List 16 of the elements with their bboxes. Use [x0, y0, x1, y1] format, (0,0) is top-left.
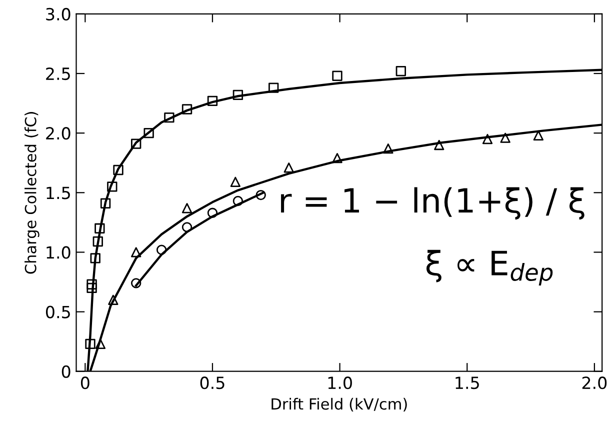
y-tick-label: 1.5: [46, 186, 70, 200]
x-tick-label: 1.5: [456, 376, 479, 390]
y-tick-label: 0: [62, 365, 70, 378]
x-tick-label: 0.5: [200, 376, 224, 390]
x-tick-label: 1.0: [328, 376, 352, 390]
y-tick-label: 0.5: [46, 306, 70, 318]
y-axis-title: Charge Collected (fC): [24, 112, 40, 274]
annotation: r = 1 − ln(1+ξ) / ξ: [281, 187, 584, 220]
annotation: ξ ∝ E$_{dep}$: [426, 250, 553, 286]
x-tick-label: 2.0: [582, 376, 607, 390]
y-tick-label: 3.0: [46, 8, 70, 20]
y-tick-label: 2.5: [46, 67, 70, 80]
y-tick-label: 1.0: [46, 246, 70, 259]
x-axis-title: Drift Field (kV/cm): [272, 398, 407, 412]
x-tick-label: 0: [80, 376, 90, 390]
y-tick-label: 2.0: [46, 127, 70, 140]
